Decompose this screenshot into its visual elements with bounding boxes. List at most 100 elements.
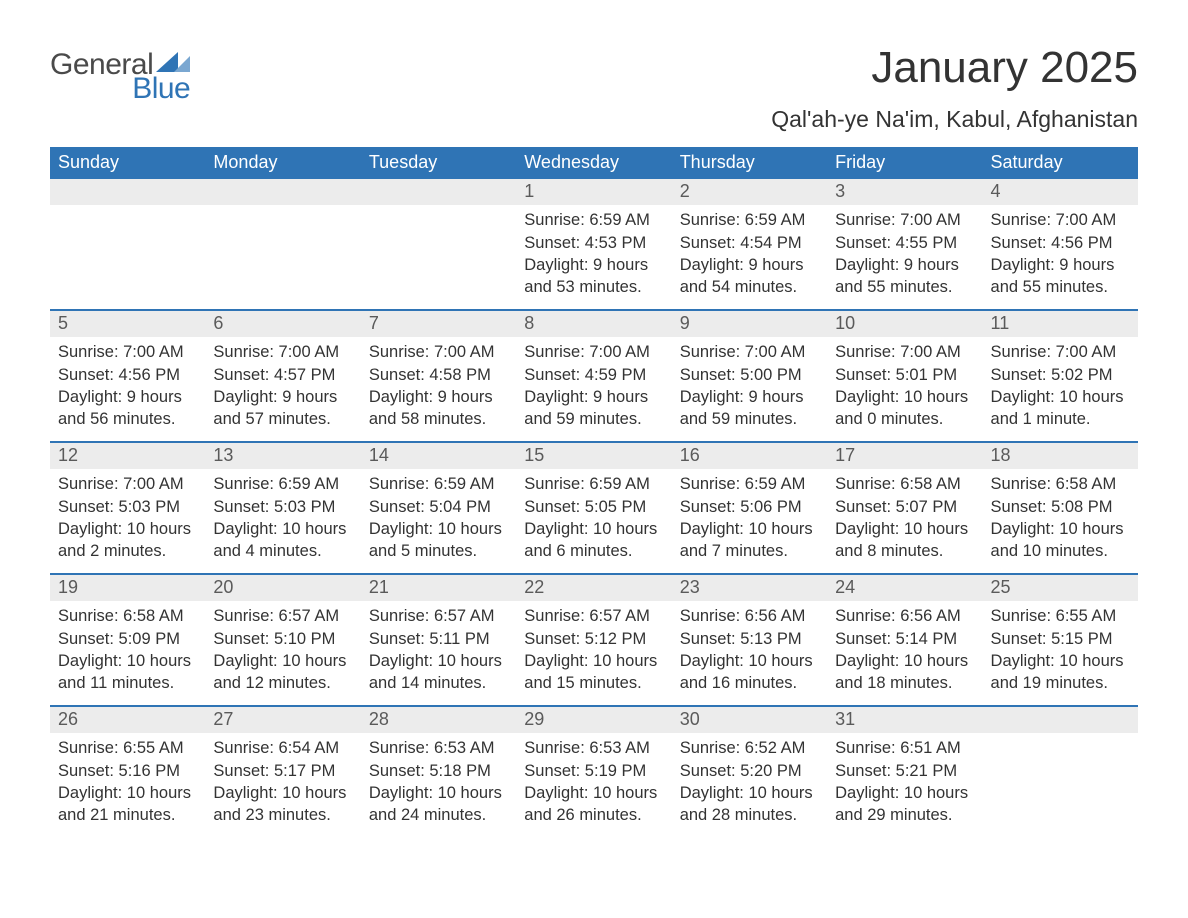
day-details: Sunrise: 7:00 AMSunset: 4:59 PMDaylight:…: [516, 337, 671, 434]
sunrise-text: Sunrise: 6:56 AM: [835, 605, 976, 627]
daylight-text-2: and 2 minutes.: [58, 540, 199, 562]
sunrise-text: Sunrise: 7:00 AM: [369, 341, 510, 363]
calendar-cell: 16Sunrise: 6:59 AMSunset: 5:06 PMDayligh…: [672, 443, 827, 573]
daylight-text-2: and 7 minutes.: [680, 540, 821, 562]
sunset-text: Sunset: 5:17 PM: [213, 760, 354, 782]
sunset-text: Sunset: 4:54 PM: [680, 232, 821, 254]
calendar-grid: Sunday Monday Tuesday Wednesday Thursday…: [50, 147, 1138, 837]
sunset-text: Sunset: 5:05 PM: [524, 496, 665, 518]
calendar-page: General Blue January 2025 Qal'ah-ye Na'i…: [0, 0, 1188, 918]
day-number: [50, 179, 205, 205]
daylight-text-1: Daylight: 10 hours: [991, 518, 1132, 540]
sunrise-text: Sunrise: 6:54 AM: [213, 737, 354, 759]
daylight-text-1: Daylight: 9 hours: [369, 386, 510, 408]
dayname-saturday: Saturday: [983, 147, 1138, 179]
sunrise-text: Sunrise: 6:59 AM: [213, 473, 354, 495]
day-details: Sunrise: 6:57 AMSunset: 5:10 PMDaylight:…: [205, 601, 360, 698]
daylight-text-1: Daylight: 10 hours: [58, 518, 199, 540]
day-details: Sunrise: 6:59 AMSunset: 4:54 PMDaylight:…: [672, 205, 827, 302]
day-number: 3: [827, 179, 982, 205]
calendar-cell: 25Sunrise: 6:55 AMSunset: 5:15 PMDayligh…: [983, 575, 1138, 705]
day-number: 16: [672, 443, 827, 469]
dayname-friday: Friday: [827, 147, 982, 179]
daylight-text-2: and 58 minutes.: [369, 408, 510, 430]
sunrise-text: Sunrise: 7:00 AM: [58, 473, 199, 495]
day-details: Sunrise: 6:59 AMSunset: 5:03 PMDaylight:…: [205, 469, 360, 566]
day-details: Sunrise: 7:00 AMSunset: 4:56 PMDaylight:…: [50, 337, 205, 434]
sunrise-text: Sunrise: 6:57 AM: [213, 605, 354, 627]
daylight-text-2: and 28 minutes.: [680, 804, 821, 826]
weeks-container: 1Sunrise: 6:59 AMSunset: 4:53 PMDaylight…: [50, 179, 1138, 837]
calendar-cell: 29Sunrise: 6:53 AMSunset: 5:19 PMDayligh…: [516, 707, 671, 837]
daylight-text-1: Daylight: 10 hours: [524, 782, 665, 804]
sunset-text: Sunset: 5:06 PM: [680, 496, 821, 518]
day-number: 24: [827, 575, 982, 601]
sunrise-text: Sunrise: 6:56 AM: [680, 605, 821, 627]
daylight-text-2: and 0 minutes.: [835, 408, 976, 430]
dayname-wednesday: Wednesday: [516, 147, 671, 179]
daylight-text-2: and 4 minutes.: [213, 540, 354, 562]
daylight-text-2: and 1 minute.: [991, 408, 1132, 430]
day-details: Sunrise: 7:00 AMSunset: 5:01 PMDaylight:…: [827, 337, 982, 434]
daylight-text-2: and 24 minutes.: [369, 804, 510, 826]
sunrise-text: Sunrise: 6:59 AM: [369, 473, 510, 495]
calendar-cell: 22Sunrise: 6:57 AMSunset: 5:12 PMDayligh…: [516, 575, 671, 705]
day-details: Sunrise: 6:53 AMSunset: 5:19 PMDaylight:…: [516, 733, 671, 830]
daylight-text-1: Daylight: 10 hours: [835, 782, 976, 804]
daylight-text-2: and 54 minutes.: [680, 276, 821, 298]
sunrise-text: Sunrise: 7:00 AM: [58, 341, 199, 363]
flag-icon: [156, 52, 190, 76]
sunset-text: Sunset: 5:09 PM: [58, 628, 199, 650]
daylight-text-2: and 18 minutes.: [835, 672, 976, 694]
day-details: Sunrise: 7:00 AMSunset: 5:02 PMDaylight:…: [983, 337, 1138, 434]
calendar-cell: 4Sunrise: 7:00 AMSunset: 4:56 PMDaylight…: [983, 179, 1138, 309]
sunrise-text: Sunrise: 6:57 AM: [524, 605, 665, 627]
sunset-text: Sunset: 4:55 PM: [835, 232, 976, 254]
day-details: Sunrise: 6:55 AMSunset: 5:15 PMDaylight:…: [983, 601, 1138, 698]
day-details: Sunrise: 7:00 AMSunset: 4:55 PMDaylight:…: [827, 205, 982, 302]
daylight-text-1: Daylight: 10 hours: [835, 386, 976, 408]
calendar-cell: 7Sunrise: 7:00 AMSunset: 4:58 PMDaylight…: [361, 311, 516, 441]
daylight-text-1: Daylight: 10 hours: [58, 650, 199, 672]
daylight-text-2: and 55 minutes.: [991, 276, 1132, 298]
day-details: Sunrise: 7:00 AMSunset: 5:03 PMDaylight:…: [50, 469, 205, 566]
daylight-text-2: and 16 minutes.: [680, 672, 821, 694]
sunrise-text: Sunrise: 6:53 AM: [369, 737, 510, 759]
sunrise-text: Sunrise: 6:59 AM: [524, 473, 665, 495]
daylight-text-2: and 23 minutes.: [213, 804, 354, 826]
sunrise-text: Sunrise: 7:00 AM: [835, 341, 976, 363]
dayname-monday: Monday: [205, 147, 360, 179]
calendar-cell: 10Sunrise: 7:00 AMSunset: 5:01 PMDayligh…: [827, 311, 982, 441]
calendar-cell: 26Sunrise: 6:55 AMSunset: 5:16 PMDayligh…: [50, 707, 205, 837]
calendar-cell: 8Sunrise: 7:00 AMSunset: 4:59 PMDaylight…: [516, 311, 671, 441]
day-number: 4: [983, 179, 1138, 205]
daylight-text-2: and 14 minutes.: [369, 672, 510, 694]
calendar-cell: 3Sunrise: 7:00 AMSunset: 4:55 PMDaylight…: [827, 179, 982, 309]
daylight-text-1: Daylight: 10 hours: [991, 386, 1132, 408]
page-header: General Blue January 2025 Qal'ah-ye Na'i…: [50, 44, 1138, 133]
calendar-cell: [983, 707, 1138, 837]
daylight-text-2: and 11 minutes.: [58, 672, 199, 694]
day-details: Sunrise: 6:59 AMSunset: 5:05 PMDaylight:…: [516, 469, 671, 566]
calendar-cell: 28Sunrise: 6:53 AMSunset: 5:18 PMDayligh…: [361, 707, 516, 837]
calendar-cell: 1Sunrise: 6:59 AMSunset: 4:53 PMDaylight…: [516, 179, 671, 309]
day-details: Sunrise: 6:56 AMSunset: 5:13 PMDaylight:…: [672, 601, 827, 698]
sunrise-text: Sunrise: 6:57 AM: [369, 605, 510, 627]
calendar-week: 5Sunrise: 7:00 AMSunset: 4:56 PMDaylight…: [50, 309, 1138, 441]
daylight-text-1: Daylight: 10 hours: [680, 518, 821, 540]
calendar-cell: 23Sunrise: 6:56 AMSunset: 5:13 PMDayligh…: [672, 575, 827, 705]
logo: General Blue: [50, 44, 190, 104]
dayname-tuesday: Tuesday: [361, 147, 516, 179]
daylight-text-1: Daylight: 9 hours: [213, 386, 354, 408]
day-number: [205, 179, 360, 205]
calendar-week: 26Sunrise: 6:55 AMSunset: 5:16 PMDayligh…: [50, 705, 1138, 837]
daylight-text-2: and 19 minutes.: [991, 672, 1132, 694]
day-details: Sunrise: 7:00 AMSunset: 5:00 PMDaylight:…: [672, 337, 827, 434]
daylight-text-2: and 12 minutes.: [213, 672, 354, 694]
daylight-text-1: Daylight: 10 hours: [213, 782, 354, 804]
daylight-text-1: Daylight: 10 hours: [680, 782, 821, 804]
sunrise-text: Sunrise: 6:59 AM: [524, 209, 665, 231]
day-number: 21: [361, 575, 516, 601]
calendar-cell: 20Sunrise: 6:57 AMSunset: 5:10 PMDayligh…: [205, 575, 360, 705]
sunset-text: Sunset: 5:08 PM: [991, 496, 1132, 518]
